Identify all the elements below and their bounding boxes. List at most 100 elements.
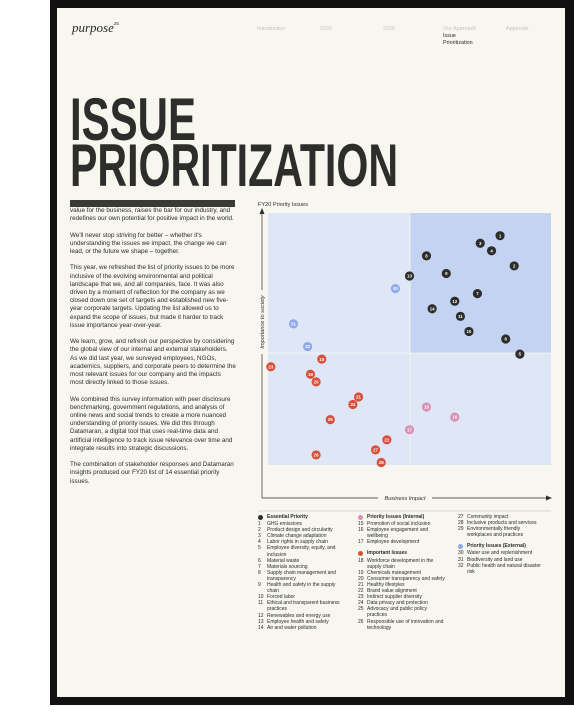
point-label: 22	[384, 437, 389, 442]
point	[266, 362, 276, 372]
legend-item-text: Brand value alignment	[367, 588, 417, 595]
legend-item-text: Biodiversity and land use	[467, 556, 523, 563]
legend-item-number: 20	[358, 575, 364, 582]
point-label: 21	[356, 395, 361, 400]
point	[348, 399, 358, 410]
legend-item: 10 Forced labor	[258, 594, 345, 600]
point-label: 15	[424, 405, 429, 410]
legend: Essential Priority 1 GHG emissions 2 Product…	[258, 514, 553, 694]
point-label: 16	[452, 415, 457, 420]
y-axis-label-bg	[258, 290, 266, 354]
legend-item-text: Ethical and transparent business practic…	[267, 600, 340, 613]
legend-item-number: 22	[358, 588, 364, 595]
legend-item-text: Chemicals management	[367, 569, 421, 576]
legend-heading: Priority Issues (Internal)	[358, 514, 454, 520]
y-axis-arrow	[259, 208, 265, 214]
nav-subitem[interactable]: Issue	[443, 33, 456, 39]
point-label: 32	[305, 344, 310, 349]
logo[interactable]: purpose25	[72, 20, 119, 36]
point-label: 30	[393, 286, 398, 291]
paragraph: This year, we refreshed the list of prio…	[70, 264, 235, 329]
point-label: 5	[519, 352, 522, 357]
point	[464, 326, 474, 337]
point-label: 31	[291, 321, 296, 326]
legend-item-number: 24	[358, 600, 364, 607]
y-axis-label: Importance to society	[260, 294, 266, 348]
legend-item: 20 Consumer transparency and safety	[358, 576, 445, 582]
page-title: PRIORITIZATION	[70, 132, 398, 199]
legend-item: 1 GHG emissions	[258, 521, 345, 527]
legend-item: 3 Climate change adaptation	[258, 533, 345, 539]
legend-item-number: 30	[458, 550, 464, 557]
point	[353, 392, 364, 402]
legend-item-text: Healthy lifestyles	[367, 581, 405, 588]
nav-subitem[interactable]: Prioritization	[443, 40, 473, 46]
quadrant-top-right	[410, 213, 551, 353]
legend-item-text: Advocacy and public policy practices	[367, 606, 428, 619]
legend-item-text: Responsible use of innovation and techno…	[367, 618, 444, 631]
legend-name: Priority Issues (Internal)	[367, 514, 425, 520]
legend-item-number: 10	[258, 594, 264, 601]
chart-title: FY20 Priority Issues	[258, 202, 308, 208]
legend-item: 7 Materials sourcing	[258, 564, 345, 570]
point-label: 20	[314, 379, 319, 384]
nav-item[interactable]: Appendix	[506, 26, 529, 32]
point	[376, 457, 386, 468]
point-label: 2	[513, 264, 516, 269]
paragraph: value for the business, raises the bar f…	[70, 207, 234, 223]
nav-item[interactable]: 2025	[383, 26, 395, 32]
point	[421, 251, 432, 261]
legend-marker	[358, 514, 363, 520]
legend-item-text: Water use and replenishment	[467, 550, 533, 557]
logo-text[interactable]: purpose	[72, 20, 114, 35]
logo-sup[interactable]: 25	[113, 21, 119, 26]
legend-heading: Priority Issues (External)	[458, 543, 554, 549]
legend-item-text: Promotion of social inclusion	[367, 521, 431, 528]
legend-item-text: Materials sourcing	[267, 563, 308, 570]
point	[390, 284, 400, 294]
legend-item: 22 Brand value alignment	[358, 588, 445, 594]
legend-column: Priority Issues (Internal) 15 Promotion of…	[358, 514, 454, 631]
point-label: 28	[379, 460, 384, 465]
column-bar	[70, 200, 235, 207]
legend-item-text: Community impact	[467, 514, 509, 520]
legend-item: 12 Renewables and energy use	[258, 613, 345, 619]
legend-item-text: Health and safety in the supply chain	[267, 582, 336, 595]
nav-item[interactable]: Introduction	[257, 26, 286, 32]
legend-item: 29 Environmentally friendly workplaces an…	[458, 526, 545, 538]
legend-item: 30 Water use and replenishment	[458, 550, 545, 556]
point	[472, 289, 483, 299]
legend-item: 16 Employee engagement and wellbeing	[358, 527, 445, 539]
legend-item: 15 Promotion of social inclusion	[358, 521, 445, 527]
legend-item-text: Labor rights in supply chain	[267, 539, 328, 546]
x-axis-label-bg	[378, 494, 432, 502]
point	[382, 435, 392, 445]
legend-item-text: Employee development	[367, 539, 420, 546]
point	[450, 412, 460, 422]
legend-item-number: 17	[358, 539, 364, 546]
point	[427, 304, 437, 314]
point	[455, 311, 466, 321]
legend-item-number: 14	[258, 624, 264, 631]
body-text: value for the business, raises the bar f…	[70, 207, 236, 494]
point	[325, 415, 335, 425]
legend-marker	[358, 551, 363, 557]
point-label: 23	[268, 364, 273, 369]
legend-marker	[258, 514, 263, 520]
legend-item-text: Indirect supplier diversity	[367, 594, 423, 601]
nav-item[interactable]: 2020	[320, 26, 332, 32]
legend-item-number: 9	[258, 582, 261, 589]
legend-item-number: 8	[258, 569, 261, 576]
legend-item-number: 32	[458, 562, 464, 569]
nav-item[interactable]: Our Approach	[443, 26, 477, 32]
legend-item: 14 Air and water pollution	[258, 625, 345, 631]
legend-item-number: 26	[358, 618, 364, 625]
legend-item-text: Product design and circularity	[267, 527, 333, 534]
point-label: 13	[407, 274, 412, 279]
legend-item-number: 12	[258, 612, 264, 619]
legend-item: 26 Responsible use of innovation and tech…	[358, 619, 445, 631]
point-label: 11	[458, 314, 463, 319]
legend-marker	[458, 543, 463, 549]
